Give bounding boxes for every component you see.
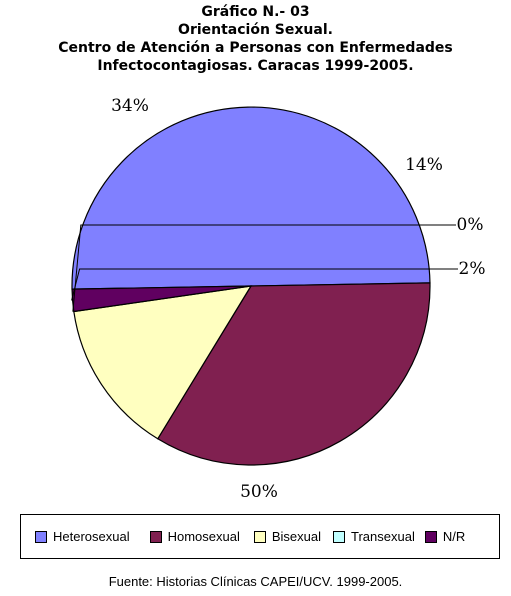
chart-title-line-4: Infectocontagiosas. Caracas 1999-2005. [97, 58, 414, 74]
legend-label-transexual: Transexual [351, 529, 415, 544]
pie-slice-heterosexual [71, 106, 431, 290]
percent-label-transexual: 0% [457, 215, 484, 235]
chart-title-line-3: Centro de Atención a Personas con Enferm… [58, 40, 453, 56]
legend-item-heterosexual: Heterosexual [35, 529, 130, 544]
chart-title-line-2: Orientación Sexual. [178, 22, 333, 38]
legend-label-homosexual: Homosexual [167, 529, 240, 544]
percent-label-bisexual: 14% [405, 155, 443, 175]
pie-chart: 50% 34% 14% 0% 2% [71, 96, 485, 502]
leader-line-transexual [72, 224, 456, 312]
chart-legend: Heterosexual Homosexual Bisexual Transexual… [20, 514, 500, 559]
percent-label-n-r: 2% [459, 259, 486, 279]
percent-label-homosexual: 34% [111, 96, 149, 116]
legend-swatch-homosexual [149, 530, 162, 543]
pie-slice-bisexual [73, 285, 253, 440]
source-note: Fuente: Historias Clínicas CAPEI/UCV. 19… [108, 574, 403, 589]
chart-title: Gráfico N.- 03 Orientación Sexual. Centr… [0, 3, 511, 75]
percent-label-heterosexual: 50% [240, 482, 278, 502]
leader-lines [71, 224, 458, 312]
legend-item-homosexual: Homosexual [149, 529, 240, 544]
percentage-labels: 50% 34% 14% 0% 2% [111, 96, 485, 502]
legend-label-n-r: N/R [442, 529, 466, 544]
legend-item-transexual: Transexual [333, 529, 415, 544]
legend-swatch-transexual [333, 530, 346, 543]
pie-slices [71, 106, 431, 466]
legend-swatch-n-r [424, 530, 437, 543]
legend-label-bisexual: Bisexual [271, 529, 322, 544]
chart-title-line-1: Gráfico N.- 03 [201, 4, 310, 20]
leader-line-n-r [71, 268, 458, 301]
legend-item-bisexual: Bisexual [253, 529, 322, 544]
legend-item-n-r: N/R [424, 529, 466, 544]
legend-swatch-bisexual [253, 530, 266, 543]
legend-label-heterosexual: Heterosexual [53, 529, 130, 544]
legend-swatch-heterosexual [35, 530, 47, 543]
pie-slice-n-r [71, 285, 252, 313]
